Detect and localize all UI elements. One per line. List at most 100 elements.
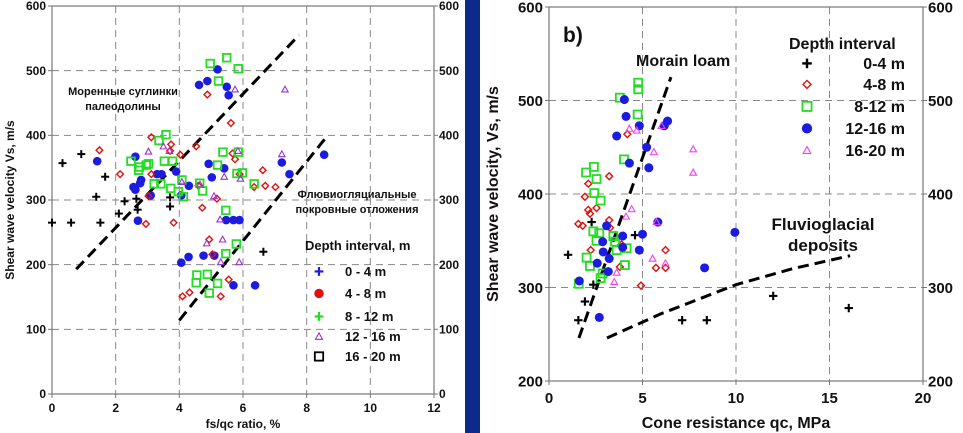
data-point (177, 177, 187, 186)
data-point (632, 125, 641, 134)
data-point (661, 263, 670, 273)
data-point (167, 156, 178, 166)
y-tick-label: 200 (518, 373, 543, 390)
data-point (580, 192, 590, 202)
data-point (220, 172, 229, 180)
legend-label: 4 - 8 m (345, 286, 386, 301)
data-point (595, 195, 606, 206)
data-point (58, 159, 67, 168)
data-point (642, 142, 652, 152)
legend-marker (313, 351, 325, 362)
legend-label: 0 - 4 m (345, 264, 386, 279)
data-point (212, 160, 223, 170)
data-point (141, 219, 151, 229)
data-point (133, 216, 143, 225)
data-point (178, 292, 187, 301)
trend-line (75, 34, 301, 271)
data-point (161, 129, 171, 140)
legend: Depth interval, m 0 - 4 m 4 - 8 m 8 - 12 m 1… (305, 238, 410, 364)
data-point (844, 303, 853, 313)
data-point (604, 254, 614, 264)
data-point (115, 169, 125, 179)
data-point (598, 237, 608, 247)
data-point (222, 82, 232, 92)
data-point (580, 297, 590, 306)
data-point (661, 245, 670, 255)
y-tick-label-right: 500 (928, 93, 953, 110)
legend-label: 12 - 16 m (345, 329, 401, 344)
annotation-label: Флювиогляциальные (297, 189, 416, 201)
data-point (602, 221, 612, 231)
data-point (159, 141, 168, 150)
data-point (96, 218, 105, 227)
data-point (232, 168, 242, 179)
data-point (194, 80, 204, 90)
data-point (271, 182, 280, 192)
annotation-label: покровные отложения (296, 204, 419, 216)
data-point (630, 230, 640, 240)
legend-title: Depth interval (789, 36, 896, 53)
data-point (166, 202, 175, 211)
data-point (212, 194, 222, 203)
data-point (213, 65, 222, 74)
data-point (259, 247, 268, 256)
y-tick-label-right: 200 (439, 258, 459, 272)
data-point (215, 215, 225, 223)
data-point (209, 191, 219, 200)
legend-marker (314, 267, 324, 276)
y-tick-label: 400 (518, 186, 543, 203)
data-point (277, 158, 287, 167)
data-point (203, 90, 212, 99)
data-point (224, 90, 233, 100)
y-tick-label: 100 (26, 323, 46, 337)
data-point (204, 235, 214, 244)
data-point (235, 215, 244, 225)
data-point (144, 191, 153, 201)
data-point (632, 109, 643, 120)
data-point (202, 269, 213, 280)
data-point (574, 316, 583, 325)
data-point (77, 150, 86, 159)
data-point (159, 156, 170, 166)
data-point (661, 258, 670, 267)
y-tick-label-right: 200 (928, 373, 953, 390)
legend-marker (314, 288, 324, 299)
y-tick-label-right: 600 (439, 0, 459, 13)
data-point (603, 267, 613, 277)
data-point (149, 179, 159, 189)
data-point (608, 231, 619, 241)
data-point (657, 121, 666, 129)
data-point (166, 140, 176, 149)
data-point (637, 229, 648, 239)
data-point (592, 258, 602, 268)
annotation-label: Моренные суглинки (68, 86, 178, 98)
data-point (218, 147, 228, 157)
data-point (769, 291, 778, 301)
legend: Depth interval 0-4 m 4-8 m 8-12 m 12-16 m 16-… (789, 36, 905, 160)
series-3 (574, 95, 740, 322)
legend-label: 12-16 m (845, 121, 905, 138)
trend-line (606, 254, 851, 340)
data-point (231, 239, 242, 249)
data-point (154, 135, 164, 146)
x-tick-label: 4 (176, 401, 183, 415)
x-tick-label: 6 (240, 401, 247, 415)
data-point (216, 292, 226, 301)
series-3 (126, 53, 259, 298)
x-axis-label: fs/qc ratio, % (206, 417, 281, 431)
data-point (184, 252, 193, 262)
data-point (221, 248, 231, 259)
x-axis-label: Cone resistance qc, MPa (642, 415, 831, 432)
x-tick-label: 0 (545, 390, 553, 407)
data-point (212, 278, 223, 289)
data-point (135, 178, 145, 188)
data-point (592, 203, 601, 213)
y-tick-label: 400 (26, 129, 46, 143)
y-tick-label: 200 (26, 258, 46, 272)
data-point (625, 124, 634, 132)
data-point (48, 218, 56, 227)
data-point (171, 167, 181, 176)
series-2 (95, 90, 280, 301)
data-point (677, 316, 687, 325)
